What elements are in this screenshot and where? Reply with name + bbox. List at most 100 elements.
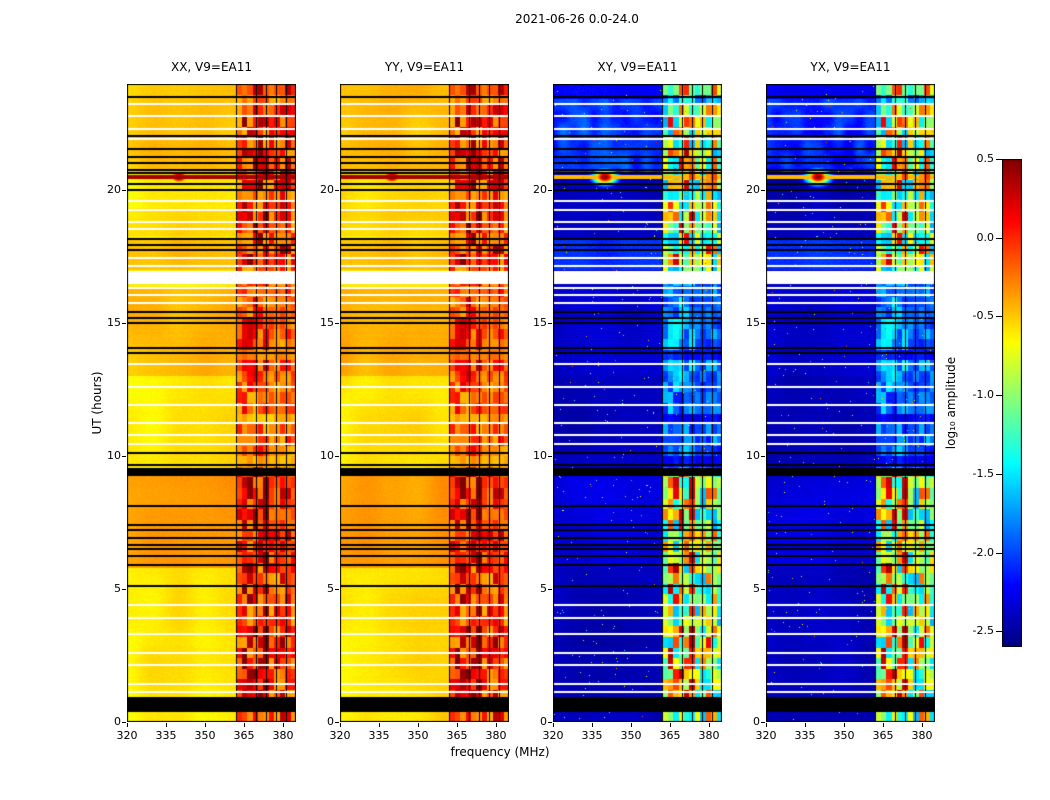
y-tick-mark — [761, 456, 765, 457]
y-tick-label: 10 — [107, 449, 121, 463]
x-tick-mark — [883, 723, 884, 727]
y-tick-label: 15 — [107, 316, 121, 330]
x-tick-mark — [766, 723, 767, 727]
y-tick-mark — [548, 722, 552, 723]
colorbar-tick-label: -1.5 — [972, 466, 994, 480]
panel-yy: YY, V9=EA11 0 5 10 15 20 320 335 350 365 380 — [320, 60, 509, 742]
y-tick-label: 10 — [533, 449, 547, 463]
colorbar-tick-label: 0.5 — [976, 152, 995, 165]
heatmap-xx — [127, 84, 296, 722]
y-tick-mark — [548, 190, 552, 191]
y-tick-mark — [761, 722, 765, 723]
heatmap-yy — [340, 84, 509, 722]
heatmap-xy — [553, 84, 722, 722]
x-tick-label: 380 — [272, 729, 294, 742]
y-tick-mark — [335, 456, 339, 457]
y-tick-mark — [122, 323, 126, 324]
figure-title: 2021-06-26 0.0-24.0 — [515, 12, 639, 26]
x-tick-mark — [457, 723, 458, 727]
x-tick-label: 380 — [485, 729, 507, 742]
x-tick-label: 365 — [233, 729, 255, 742]
y-tick-mark — [548, 456, 552, 457]
colorbar-tick-label: -1.0 — [972, 388, 994, 402]
colorbar-tick-mark — [996, 159, 1002, 160]
y-tick-mark — [122, 456, 126, 457]
colorbar-tick-label: -2.5 — [972, 624, 994, 638]
colorbar-tick-mark — [996, 553, 1002, 554]
x-tick-label: 380 — [698, 729, 720, 742]
colorbar-tick-label: 0.0 — [976, 230, 995, 244]
y-tick-mark — [335, 722, 339, 723]
panel-title-xx: XX, V9=EA11 — [170, 60, 253, 74]
x-tick-mark — [709, 723, 710, 727]
colorbar-tick-mark — [996, 316, 1002, 317]
x-tick-label: 365 — [446, 729, 468, 742]
x-tick-label: 320 — [329, 729, 351, 742]
colorbar-tick-mark — [996, 238, 1002, 239]
panel-title-xy: XY, V9=EA11 — [597, 60, 678, 74]
colorbar-tick-label: -0.5 — [972, 309, 994, 323]
x-tick-label: 335 — [794, 729, 816, 742]
y-tick-label: 0 — [753, 715, 760, 728]
heatmap-yx — [766, 84, 935, 722]
y-tick-label: 15 — [320, 316, 334, 330]
colorbar-tick-mark — [996, 395, 1002, 396]
y-tick-label: 10 — [320, 449, 334, 463]
y-tick-mark — [335, 589, 339, 590]
x-tick-mark — [166, 723, 167, 727]
x-tick-mark — [418, 723, 419, 727]
x-tick-label: 380 — [911, 729, 933, 742]
x-tick-mark — [631, 723, 632, 727]
y-tick-label: 5 — [114, 582, 121, 596]
x-tick-label: 320 — [755, 729, 777, 742]
y-tick-label: 5 — [753, 582, 760, 596]
x-tick-mark — [283, 723, 284, 727]
x-tick-mark — [205, 723, 206, 727]
x-tick-label: 320 — [116, 729, 138, 742]
panel-xy: XY, V9=EA11 0 5 10 15 20 320 335 350 365 380 — [533, 60, 722, 742]
y-tick-mark — [122, 190, 126, 191]
x-tick-label: 350 — [194, 729, 216, 742]
y-tick-label: 0 — [114, 715, 121, 728]
x-tick-mark — [127, 723, 128, 727]
y-axis-label: UT (hours) — [90, 371, 104, 435]
colorbar-gradient — [1002, 159, 1022, 647]
x-tick-label: 335 — [581, 729, 603, 742]
y-tick-mark — [122, 722, 126, 723]
y-tick-label: 5 — [327, 582, 334, 596]
x-tick-mark — [496, 723, 497, 727]
colorbar-tick-label: -2.0 — [972, 545, 994, 559]
x-tick-label: 350 — [833, 729, 855, 742]
x-tick-label: 335 — [368, 729, 390, 742]
y-tick-label: 20 — [320, 183, 334, 197]
y-tick-label: 5 — [540, 582, 547, 596]
x-tick-mark — [922, 723, 923, 727]
x-tick-mark — [592, 723, 593, 727]
x-tick-mark — [244, 723, 245, 727]
y-tick-mark — [761, 190, 765, 191]
colorbar: log₁₀ amplitude 0.5 0.0 -0.5 -1.0 -1.5 -2.0 -2… — [944, 152, 1044, 647]
y-tick-mark — [335, 190, 339, 191]
y-tick-mark — [122, 589, 126, 590]
y-tick-label: 20 — [533, 183, 547, 197]
x-tick-label: 335 — [155, 729, 177, 742]
y-tick-mark — [548, 589, 552, 590]
y-tick-mark — [335, 323, 339, 324]
x-tick-label: 350 — [620, 729, 642, 742]
y-tick-mark — [761, 323, 765, 324]
x-tick-mark — [844, 723, 845, 727]
x-tick-mark — [553, 723, 554, 727]
panel-yx: YX, V9=EA11 0 5 10 15 20 320 335 350 365 380 — [746, 60, 935, 742]
y-tick-label: 20 — [107, 183, 121, 197]
x-tick-mark — [340, 723, 341, 727]
x-tick-mark — [670, 723, 671, 727]
y-tick-label: 15 — [533, 316, 547, 330]
x-tick-label: 365 — [872, 729, 894, 742]
colorbar-tick-mark — [996, 474, 1002, 475]
x-axis-label: frequency (MHz) — [450, 745, 550, 759]
y-tick-mark — [761, 589, 765, 590]
colorbar-label: log₁₀ amplitude — [944, 356, 958, 450]
x-tick-label: 320 — [542, 729, 564, 742]
y-tick-label: 15 — [746, 316, 760, 330]
x-tick-mark — [805, 723, 806, 727]
